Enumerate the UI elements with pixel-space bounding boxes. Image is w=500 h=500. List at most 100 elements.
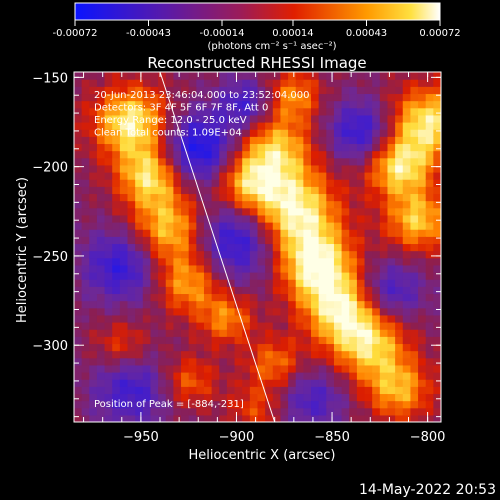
heatmap-cell (173, 300, 182, 309)
y-axis-label: Heliocentric Y (arcsec) (15, 177, 30, 323)
heatmap-cell (326, 307, 335, 316)
heatmap-cell (135, 214, 144, 223)
heatmap-cell (127, 164, 136, 173)
heatmap-cell (81, 300, 90, 309)
heatmap-cell (257, 272, 266, 280)
heatmap-cell (341, 100, 350, 109)
heatmap-cell (425, 272, 434, 280)
heatmap-cell (226, 400, 236, 409)
heatmap-cell (135, 186, 144, 195)
heatmap-cell (395, 164, 404, 173)
heatmap-cell (165, 372, 174, 380)
heatmap-cell (81, 272, 90, 280)
heatmap-cell (211, 364, 220, 373)
heatmap-cell (226, 279, 236, 287)
heatmap-cell (402, 129, 412, 137)
heatmap-cell (372, 143, 381, 152)
heatmap-cell (356, 107, 366, 116)
heatmap-cell (135, 114, 144, 123)
heatmap-cell (104, 257, 113, 266)
heatmap-cell (326, 386, 335, 395)
heatmap-cell (303, 414, 312, 422)
heatmap-cell (395, 250, 404, 259)
heatmap-cell (249, 136, 259, 145)
heatmap-cell (318, 122, 327, 130)
heatmap-cell (280, 122, 289, 130)
heatmap-cell (135, 150, 144, 159)
heatmap-cell (211, 322, 220, 330)
heatmap-cell (173, 314, 182, 323)
heatmap-cell (318, 307, 327, 316)
heatmap-cell (81, 400, 90, 409)
heatmap-cell (303, 164, 312, 173)
heatmap-cell (288, 350, 297, 359)
heatmap-cell (425, 350, 434, 359)
heatmap-cell (119, 329, 129, 337)
heatmap-cell (173, 293, 182, 302)
heatmap-cell (364, 343, 373, 352)
heatmap-cell (433, 207, 441, 216)
heatmap-cell (257, 243, 266, 252)
heatmap-cell (119, 150, 129, 159)
heatmap-cell (181, 414, 190, 422)
heatmap-cell (356, 72, 366, 80)
heatmap-cell (173, 414, 182, 422)
heatmap-cell (165, 407, 174, 416)
heatmap-cell (150, 272, 159, 280)
heatmap-cell (142, 229, 152, 237)
heatmap-cell (158, 379, 167, 387)
heatmap-cell (333, 379, 343, 387)
heatmap-cell (318, 79, 327, 87)
heatmap-cell (288, 307, 297, 316)
heatmap-cell (112, 143, 121, 152)
heatmap-cell (356, 329, 366, 337)
heatmap-cell (410, 279, 419, 287)
heatmap-cell (112, 122, 121, 130)
heatmap-cell (387, 129, 396, 137)
heatmap-cell (96, 72, 106, 80)
heatmap-cell (249, 279, 259, 287)
y-tick-label: −200 (32, 161, 68, 176)
heatmap-cell (311, 193, 320, 202)
heatmap-cell (89, 243, 98, 252)
colorbar-tick-label: -0.00043 (126, 28, 171, 39)
heatmap-cell (142, 243, 152, 252)
heatmap-cell (410, 379, 419, 387)
heatmap-cell (188, 107, 197, 116)
heatmap-cell (364, 150, 373, 159)
heatmap-cell (333, 172, 343, 180)
heatmap-cell (349, 357, 358, 366)
heatmap-cell (341, 293, 350, 302)
heatmap-cell (303, 343, 312, 352)
heatmap-cell (96, 293, 106, 302)
heatmap-cell (379, 93, 389, 102)
heatmap-cell (402, 279, 412, 287)
heatmap-cell (142, 393, 152, 402)
heatmap-cell (142, 172, 152, 180)
heatmap-cell (288, 207, 297, 216)
heatmap-cell (188, 343, 197, 352)
heatmap-cell (356, 322, 366, 330)
heatmap-cell (135, 164, 144, 173)
heatmap-cell (326, 243, 335, 252)
heatmap-cell (387, 243, 396, 252)
heatmap-cell (127, 222, 136, 230)
heatmap-cell (333, 214, 343, 223)
colorbar-tick-label: -0.00072 (53, 28, 98, 39)
heatmap-cell (288, 393, 297, 402)
heatmap-cell (104, 293, 113, 302)
heatmap-cell (433, 414, 441, 422)
heatmap-cell (173, 272, 182, 280)
heatmap-cell (433, 279, 441, 287)
y-tick-label: −300 (32, 339, 68, 354)
heatmap-cell (219, 286, 228, 295)
heatmap-cell (219, 314, 228, 323)
heatmap-cell (311, 350, 320, 359)
heatmap-cell (234, 122, 243, 130)
heatmap-cell (211, 186, 220, 195)
heatmap-cell (303, 122, 312, 130)
heatmap-cell (181, 336, 190, 345)
heatmap-cell (265, 100, 274, 109)
heatmap-cell (127, 364, 136, 373)
heatmap-cell (135, 86, 144, 95)
